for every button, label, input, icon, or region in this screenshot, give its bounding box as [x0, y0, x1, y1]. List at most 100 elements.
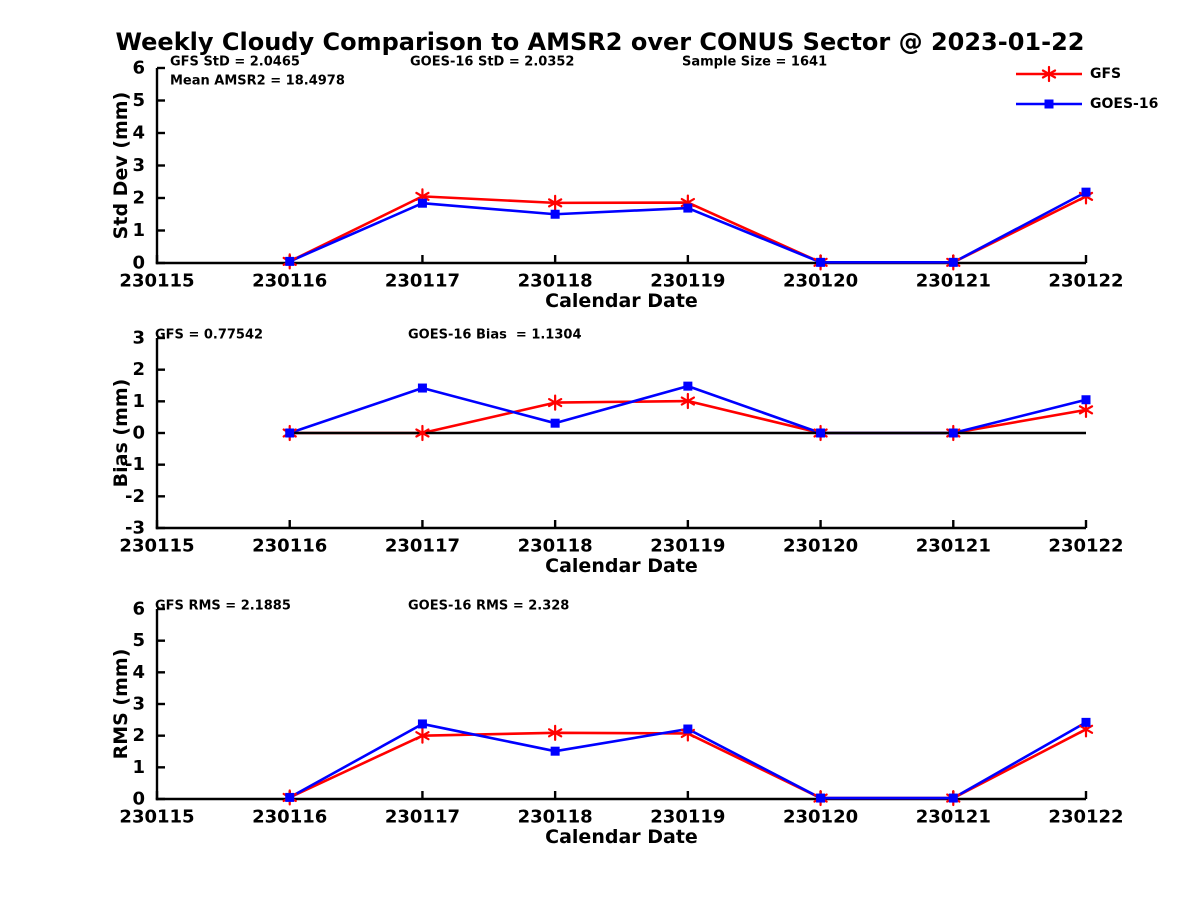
square-marker-goes-16 [683, 724, 693, 734]
chart-title: Weekly Cloudy Comparison to AMSR2 over C… [115, 28, 1085, 56]
x-tick-label: 230117 [385, 807, 460, 828]
asterisk-marker-gfs [547, 724, 563, 741]
square-marker-goes-16 [948, 428, 958, 438]
x-tick-label: 230118 [518, 807, 593, 828]
y-tick-label: 1 [132, 757, 145, 778]
x-tick-label: 230119 [650, 536, 725, 557]
y-tick-label: 0 [132, 423, 145, 444]
x-tick-label: 230122 [1048, 271, 1123, 292]
square-marker-goes-16 [816, 257, 826, 267]
y-tick-label: 0 [132, 789, 145, 810]
asterisk-stroke [415, 731, 430, 741]
square-marker-goes-16 [550, 418, 560, 428]
square-marker-goes-16 [550, 746, 560, 756]
x-tick-label: 230121 [916, 271, 991, 292]
x-tick-label: 230118 [518, 271, 593, 292]
y-axis-label: Bias (mm) [110, 379, 132, 488]
square-marker-goes-16 [417, 719, 427, 729]
x-tick-label: 230120 [783, 536, 858, 557]
x-tick-label: 230116 [252, 271, 327, 292]
square-marker-goes-16 [417, 198, 427, 208]
x-tick-label: 230116 [252, 807, 327, 828]
asterisk-stroke [415, 428, 430, 438]
square-marker-goes-16 [285, 428, 295, 438]
x-tick-label: 230115 [119, 271, 194, 292]
legend-label-goes-16: GOES-16 [1090, 96, 1158, 112]
y-tick-label: -1 [125, 454, 145, 475]
stat-annotation: GOES-16 StD = 2.0352 [410, 55, 574, 70]
x-tick-label: 230122 [1048, 807, 1123, 828]
y-tick-label: 5 [132, 90, 145, 111]
x-tick-label: 230119 [650, 271, 725, 292]
asterisk-marker-gfs [547, 394, 563, 411]
x-tick-label: 230122 [1048, 536, 1123, 557]
y-tick-label: 4 [132, 123, 145, 144]
stat-annotation: GFS StD = 2.0465 [170, 55, 300, 70]
x-tick-label: 230120 [783, 807, 858, 828]
square-marker-goes-16 [417, 383, 427, 393]
asterisk-stroke [547, 728, 563, 738]
y-tick-label: 1 [132, 391, 145, 412]
y-tick-label: 3 [132, 694, 145, 715]
asterisk-marker-gfs [415, 424, 430, 442]
y-tick-label: 5 [132, 630, 145, 651]
x-axis-label: Calendar Date [545, 290, 698, 312]
stat-annotation: GFS RMS = 2.1885 [155, 599, 291, 614]
y-tick-label: 2 [132, 725, 145, 746]
square-marker-goes-16 [285, 792, 295, 802]
x-tick-label: 230116 [252, 536, 327, 557]
y-axis-label: RMS (mm) [110, 649, 132, 760]
asterisk-stroke [1078, 724, 1094, 734]
asterisk-stroke [680, 396, 696, 406]
y-tick-label: 1 [132, 220, 145, 241]
stat-annotation: GFS = 0.77542 [155, 328, 263, 343]
asterisk-marker-gfs [680, 392, 696, 410]
y-tick-label: 4 [132, 662, 145, 683]
stat-annotation: GOES-16 RMS = 2.328 [408, 599, 569, 614]
x-tick-label: 230120 [783, 271, 858, 292]
stat-annotation: GOES-16 Bias = 1.1304 [408, 328, 582, 343]
asterisk-stroke [547, 198, 563, 208]
y-axis-label: Std Dev (mm) [110, 92, 132, 240]
square-marker-goes-16 [285, 256, 295, 266]
x-axis-label: Calendar Date [545, 826, 698, 848]
legend-asterisk-marker [1041, 65, 1057, 83]
asterisk-stroke [1041, 69, 1057, 79]
stat-annotation: Mean AMSR2 = 18.4978 [170, 74, 345, 89]
x-tick-label: 230117 [385, 271, 460, 292]
square-marker-goes-16 [816, 793, 826, 803]
square-marker-goes-16 [1081, 187, 1091, 197]
x-tick-label: 230121 [916, 536, 991, 557]
square-marker-goes-16 [683, 203, 693, 213]
y-tick-label: 0 [132, 253, 145, 274]
legend-square-marker [1044, 99, 1054, 109]
x-tick-label: 230119 [650, 807, 725, 828]
y-tick-label: -3 [125, 518, 145, 539]
x-tick-label: 230115 [119, 807, 194, 828]
x-tick-label: 230117 [385, 536, 460, 557]
asterisk-marker-gfs [547, 194, 563, 211]
square-marker-goes-16 [1081, 717, 1091, 727]
y-tick-label: 2 [132, 188, 145, 209]
asterisk-marker-gfs [1078, 401, 1094, 418]
square-marker-goes-16 [683, 381, 693, 391]
y-tick-label: 3 [132, 328, 145, 349]
y-tick-label: -2 [125, 486, 145, 507]
x-tick-label: 230118 [518, 536, 593, 557]
y-tick-label: 3 [132, 155, 145, 176]
square-marker-goes-16 [948, 793, 958, 803]
y-tick-label: 6 [132, 58, 145, 79]
x-axis-label: Calendar Date [545, 555, 698, 577]
stat-annotation: Sample Size = 1641 [682, 55, 827, 70]
square-marker-goes-16 [948, 257, 958, 267]
asterisk-stroke [1078, 405, 1094, 415]
x-tick-label: 230121 [916, 807, 991, 828]
square-marker-goes-16 [816, 428, 826, 438]
square-marker-goes-16 [550, 209, 560, 219]
asterisk-stroke [547, 398, 563, 408]
legend-label-gfs: GFS [1090, 66, 1121, 82]
y-tick-label: 2 [132, 359, 145, 380]
x-tick-label: 230115 [119, 536, 194, 557]
